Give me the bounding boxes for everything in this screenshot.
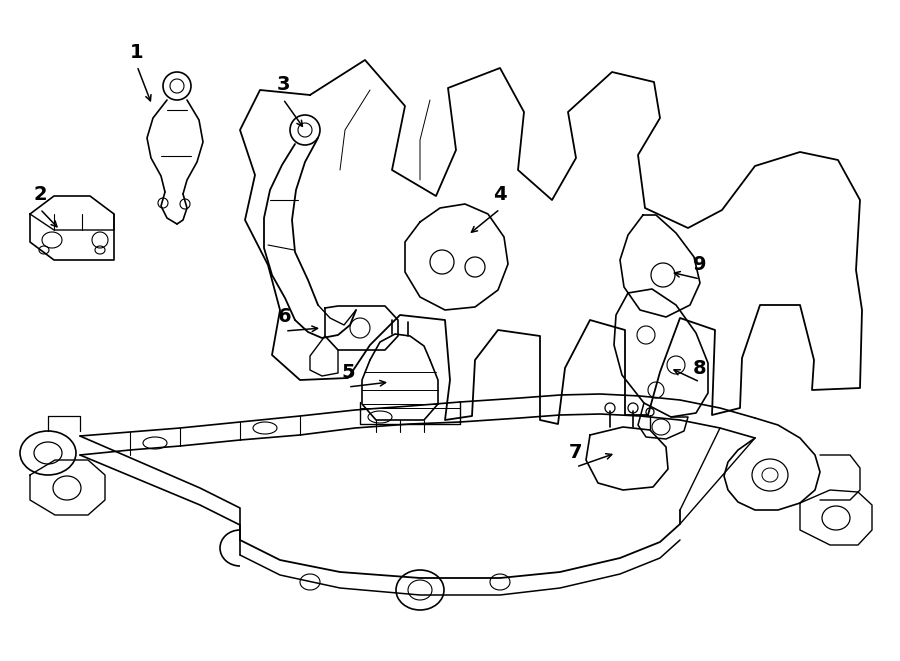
Text: 9: 9 bbox=[693, 256, 706, 274]
Text: 6: 6 bbox=[278, 307, 292, 327]
Text: 4: 4 bbox=[493, 186, 507, 204]
Text: 7: 7 bbox=[569, 444, 583, 463]
Text: 2: 2 bbox=[33, 186, 47, 204]
Text: 5: 5 bbox=[341, 364, 355, 383]
Text: 3: 3 bbox=[276, 75, 290, 95]
Text: 8: 8 bbox=[693, 358, 706, 377]
Text: 1: 1 bbox=[130, 42, 144, 61]
